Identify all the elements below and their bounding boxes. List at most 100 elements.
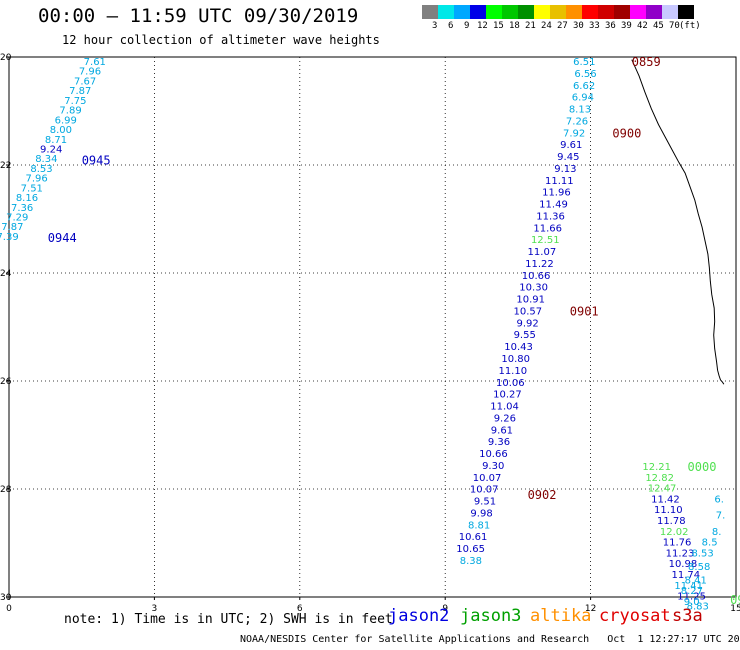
legend-swatch — [566, 5, 582, 19]
legend-swatch — [662, 5, 678, 19]
legend-label: 12 — [477, 21, 488, 31]
wave-height-label: 10.80 — [501, 354, 530, 365]
wave-height-label: 7.67 — [74, 76, 96, 87]
legend-label: 6 — [448, 21, 454, 31]
wave-height-label: 8.34 — [35, 154, 57, 165]
legend-swatch — [454, 5, 470, 19]
wave-height-label: 9.61 — [560, 140, 582, 151]
lon-tick-label: 15 — [730, 604, 740, 614]
wave-height-label: 9.55 — [514, 330, 536, 341]
legend-swatch — [614, 5, 630, 19]
legend-swatch — [678, 5, 694, 19]
pass-time-label: 0859 — [632, 55, 661, 69]
lat-tick-label: 26 — [0, 377, 12, 387]
legend-swatch — [502, 5, 518, 19]
wave-height-label: 9.26 — [494, 413, 516, 424]
wave-height-label: 12.82 — [645, 473, 674, 484]
legend-swatch — [550, 5, 566, 19]
wave-height-label: 8.16 — [16, 193, 38, 204]
legend-label: 45 — [653, 21, 664, 31]
wave-height-label: 9.51 — [474, 497, 496, 508]
wave-height-label: 7.89 — [59, 106, 81, 117]
wave-height-label: 9.61 — [491, 425, 513, 436]
wave-height-label: 8.58 — [688, 562, 710, 573]
wave-height-label: 9.92 — [516, 318, 538, 329]
lon-tick-label: 12 — [585, 604, 596, 614]
wave-height-label: 9.36 — [488, 437, 510, 448]
satellite-name-s3a: s3a — [672, 606, 703, 626]
wave-height-label: 11.22 — [525, 259, 554, 270]
wave-height-label: 7. — [716, 511, 726, 522]
page-title: 00:00 — 11:59 UTC 09/30/2019 — [38, 5, 359, 27]
wave-height-label: 8.83 — [687, 601, 709, 612]
lat-tick-label: 22 — [0, 161, 11, 171]
wave-height-label: 11.07 — [528, 247, 557, 258]
axis-ticks: 20 22 24 26 28 300 3 6 9 12 15 — [0, 53, 740, 614]
pass-time-label: 0000 — [688, 460, 717, 474]
wave-height-label: 11.04 — [490, 402, 519, 413]
legend-label: 3 — [432, 21, 438, 31]
legend-label: 27 — [557, 21, 568, 31]
wave-height-label: 10.06 — [496, 378, 525, 389]
wave-height-label: 11.10 — [654, 505, 683, 516]
wave-height-label: 11.36 — [536, 211, 565, 222]
footnote: note: 1) Time is in UTC; 2) SWH is in fe… — [64, 612, 393, 627]
wave-height-label: 8.71 — [45, 135, 67, 146]
wave-height-label: 8.53 — [30, 164, 52, 175]
lat-tick-label: 20 — [0, 53, 12, 63]
legend-swatch — [534, 5, 550, 19]
wave-height-label: 10.43 — [504, 342, 533, 353]
wave-height-label: 12.21 — [642, 462, 671, 473]
legend-swatch — [630, 5, 646, 19]
wave-height-label: 8.41 — [685, 575, 707, 586]
legend-label: 24 — [541, 21, 552, 31]
wave-height-label: 11.23 — [666, 548, 695, 559]
legend-swatch — [470, 5, 486, 19]
wave-height-label: 11.42 — [651, 494, 680, 505]
wave-height-label: 7.96 — [26, 174, 48, 185]
track-edge: 6. 7. 8.8.58.53 8.58 8.418.279.0 — [681, 494, 726, 608]
legend-label: 39 — [621, 21, 632, 31]
lon-tick-label: 0 — [6, 604, 12, 614]
satellite-tracks: 7.617.967.677.877.757.896.998.008.719.24… — [0, 57, 725, 612]
legend-label: 21 — [525, 21, 536, 31]
wave-height-label: 10.27 — [493, 390, 522, 401]
wave-height-label: 11.78 — [657, 516, 686, 527]
wave-height-label: 12.47 — [648, 484, 677, 495]
pass-time-label: 0944 — [48, 231, 77, 245]
wave-height-label: 11.76 — [663, 538, 692, 549]
wave-height-label: 11.10 — [498, 366, 527, 377]
color-legend-labels: 3 6 9 12 15 18 21 24 27 30 33 36 39 42 45 70 (ft) — [422, 21, 740, 33]
legend-label: 9 — [464, 21, 470, 31]
wave-height-label: 6. — [714, 494, 724, 505]
pass-time-label: 09 — [730, 593, 740, 607]
wave-height-label: 7.29 — [6, 213, 28, 224]
map-frame — [8, 56, 737, 598]
wave-height-label: 10.98 — [669, 559, 698, 570]
legend-swatch — [486, 5, 502, 19]
wave-height-label: 9.0 — [684, 597, 700, 608]
wave-height-label: 10.30 — [519, 283, 548, 294]
lat-tick-label: 30 — [0, 593, 12, 603]
wave-height-label: 8.27 — [681, 586, 703, 597]
wave-height-label: 6.94 — [572, 93, 594, 104]
legend-label: 30 — [573, 21, 584, 31]
track-left: 7.617.967.677.877.757.896.998.008.719.24… — [0, 57, 106, 243]
wave-height-label: 7.51 — [21, 183, 43, 194]
wave-height-label: 10.66 — [522, 271, 551, 282]
legend-label: (ft) — [679, 21, 701, 31]
legend-label: 15 — [493, 21, 504, 31]
wave-height-label: 10.65 — [456, 544, 485, 555]
pass-time-label: 0902 — [528, 488, 557, 502]
satellite-name-altika: altika — [530, 606, 592, 626]
legend-label: 18 — [509, 21, 520, 31]
wave-height-label: 10.07 — [470, 485, 499, 496]
wave-height-label: 8.5 — [702, 538, 718, 549]
legend-swatch — [646, 5, 662, 19]
wave-height-label: 8.38 — [460, 556, 482, 567]
page-subtitle: 12 hour collection of altimeter wave hei… — [62, 33, 380, 47]
legend-swatch — [422, 5, 438, 19]
track-middle: 6.516.566.626.948.137.267.929.619.459.13… — [456, 57, 596, 567]
pass-time-label: 0945 — [82, 153, 111, 167]
